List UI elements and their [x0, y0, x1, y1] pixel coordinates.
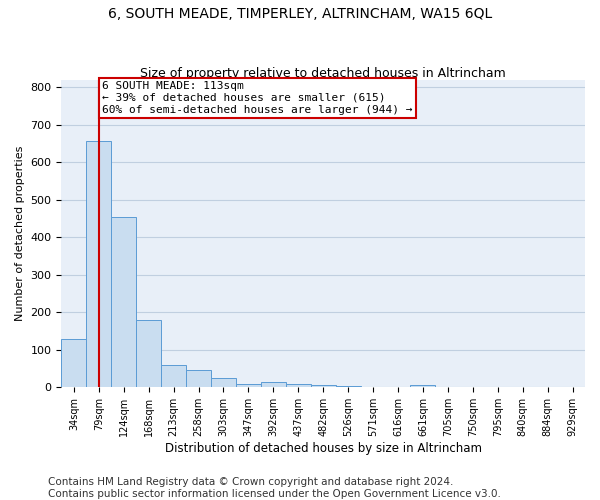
Bar [111, 216, 136, 388]
Text: 6 SOUTH MEADE: 113sqm
← 39% of detached houses are smaller (615)
60% of semi-det: 6 SOUTH MEADE: 113sqm ← 39% of detached … [102, 82, 413, 114]
Bar [335, 386, 361, 388]
Bar [161, 365, 186, 388]
Title: Size of property relative to detached houses in Altrincham: Size of property relative to detached ho… [140, 66, 506, 80]
Bar [286, 384, 311, 388]
Bar [61, 340, 86, 388]
Bar [211, 378, 236, 388]
Bar [410, 384, 436, 388]
Bar [236, 384, 261, 388]
Bar [311, 384, 335, 388]
Bar [136, 320, 161, 388]
Y-axis label: Number of detached properties: Number of detached properties [15, 146, 25, 321]
Bar [86, 142, 111, 388]
Bar [186, 370, 211, 388]
Bar [261, 382, 286, 388]
X-axis label: Distribution of detached houses by size in Altrincham: Distribution of detached houses by size … [165, 442, 482, 455]
Text: 6, SOUTH MEADE, TIMPERLEY, ALTRINCHAM, WA15 6QL: 6, SOUTH MEADE, TIMPERLEY, ALTRINCHAM, W… [108, 8, 492, 22]
Text: Contains HM Land Registry data © Crown copyright and database right 2024.
Contai: Contains HM Land Registry data © Crown c… [48, 478, 501, 499]
